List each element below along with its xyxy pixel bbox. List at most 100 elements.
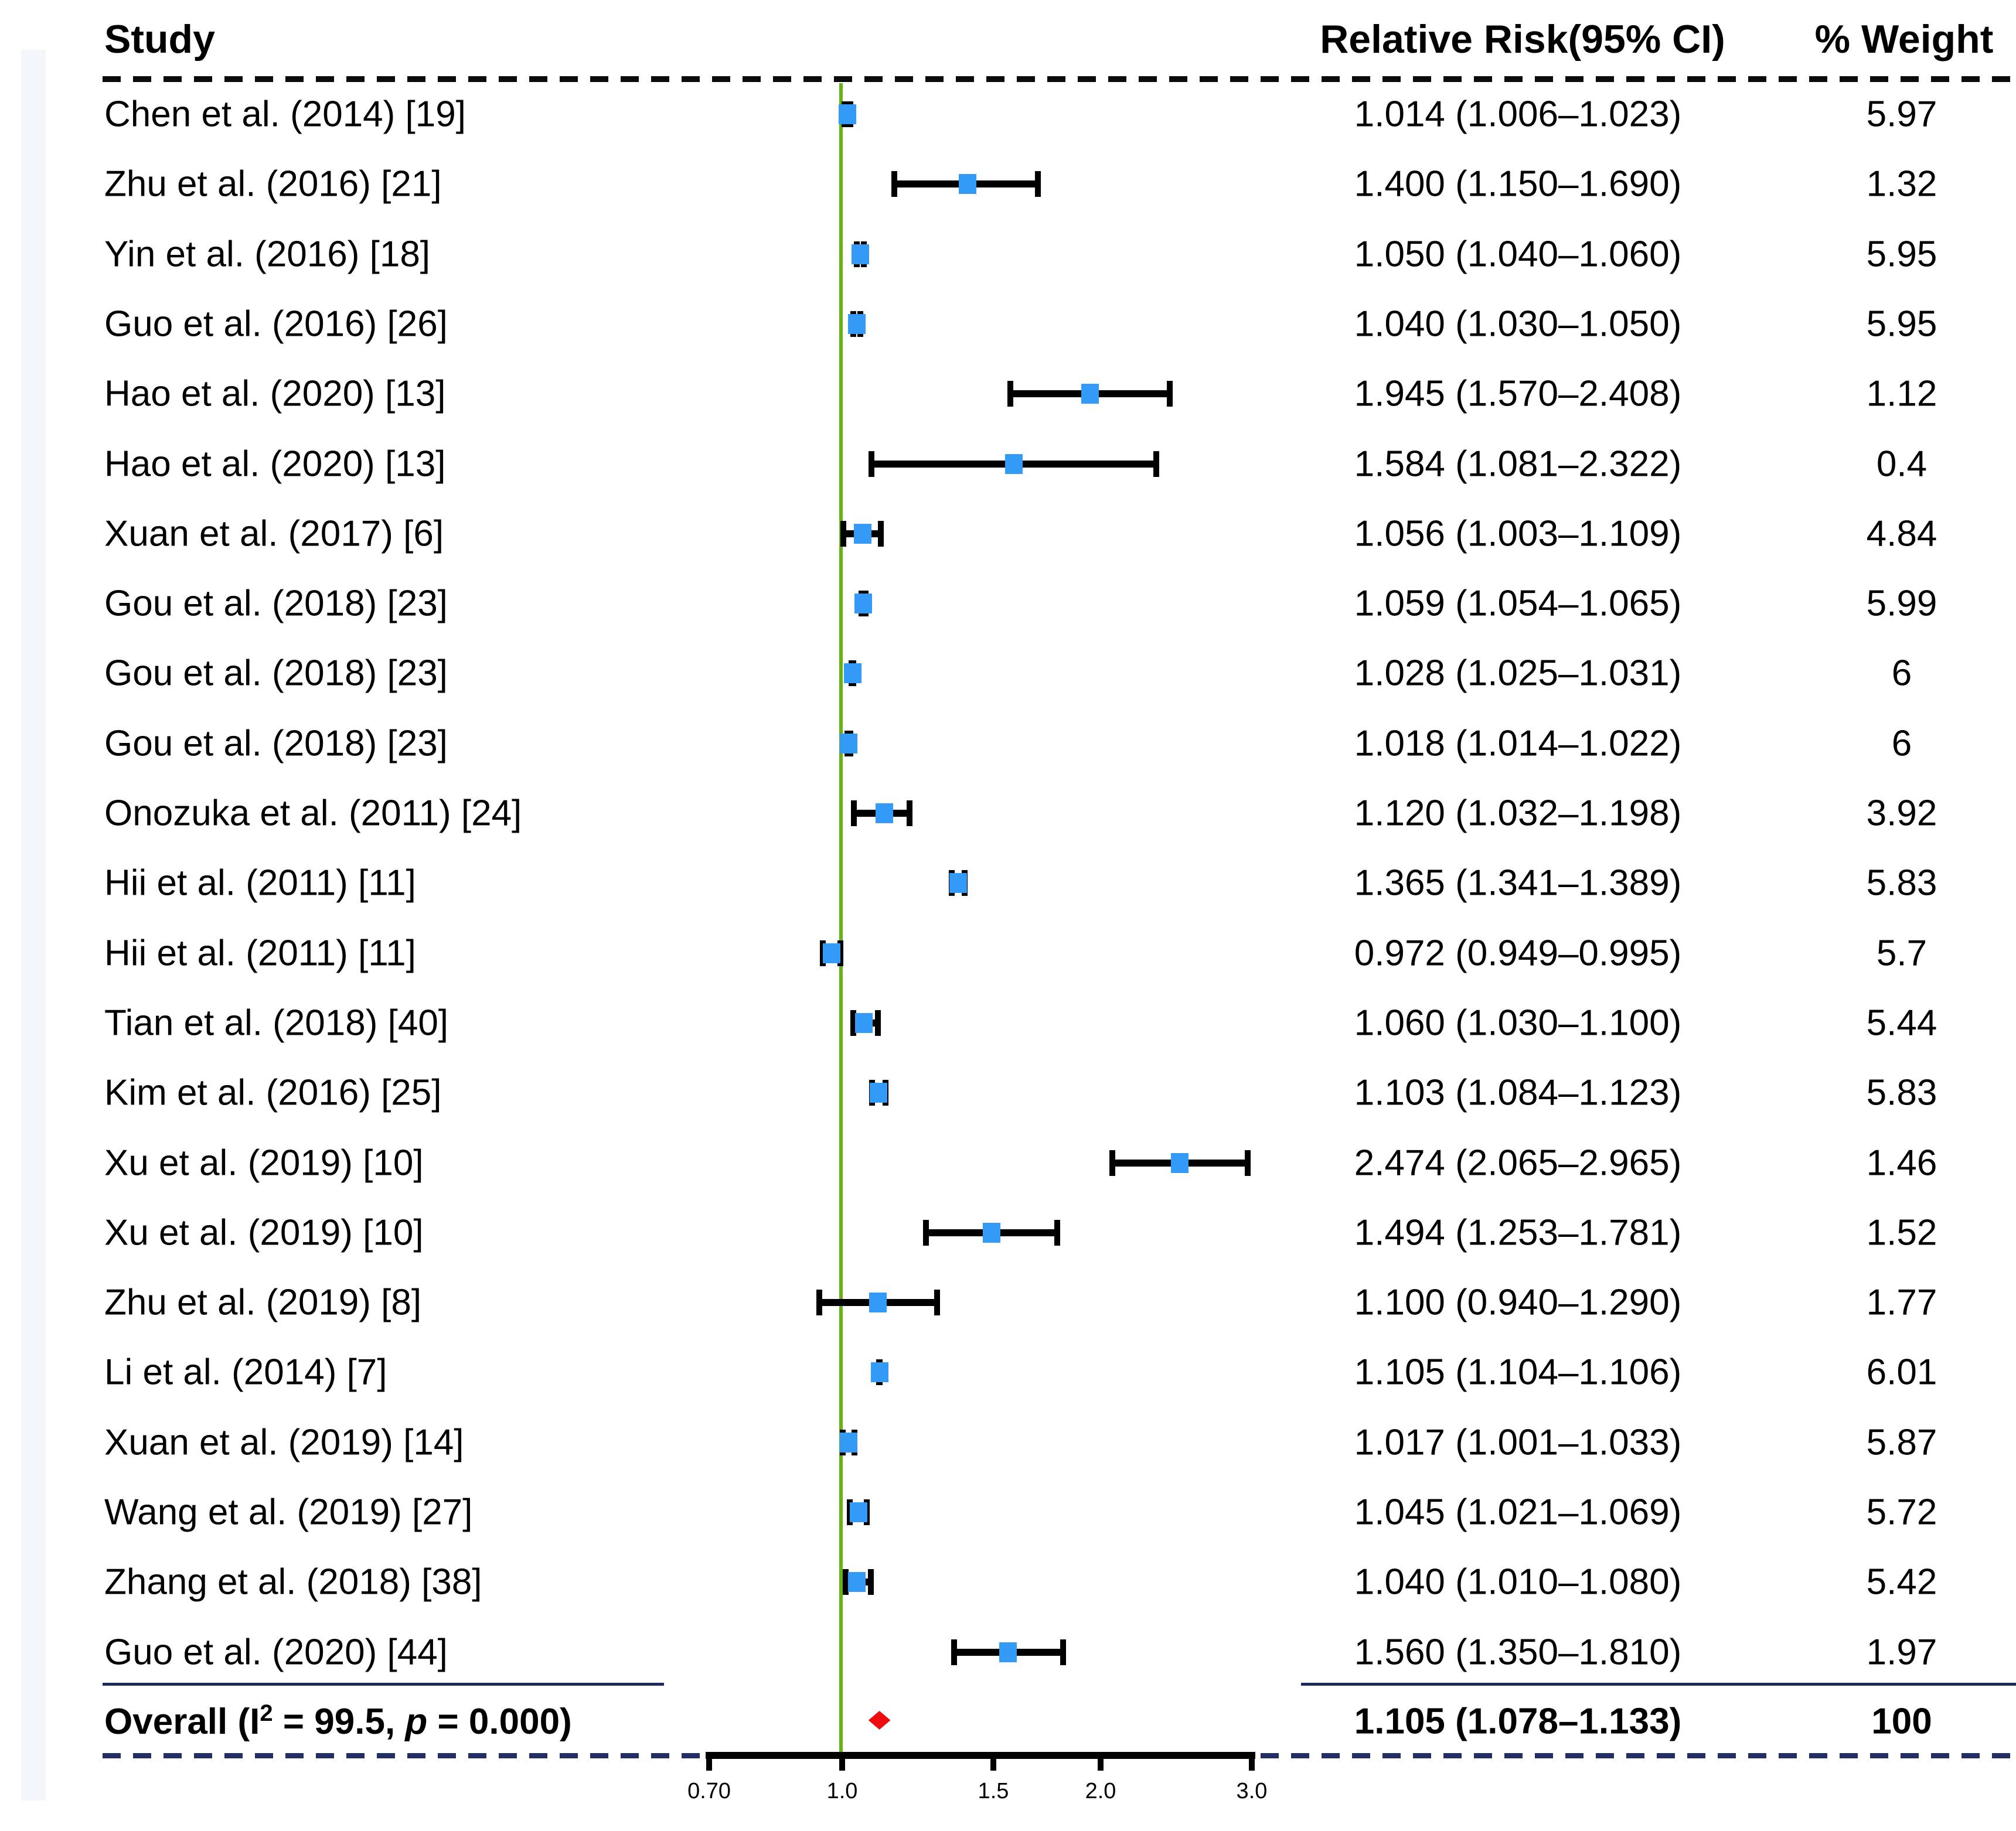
- x-axis-tick-label: 1.5: [978, 1779, 1009, 1803]
- weight-value: 6: [1891, 723, 1912, 764]
- relative-risk-value: 1.040 (1.030–1.050): [1354, 304, 1682, 345]
- relative-risk-value: 1.059 (1.054–1.065): [1354, 583, 1682, 624]
- weight-value: 5.95: [1866, 234, 1937, 275]
- weight-value: 5.87: [1866, 1422, 1937, 1463]
- reference-line: [839, 83, 843, 1753]
- weight-value: 0.4: [1876, 444, 1928, 484]
- x-axis-tick-label: 0.70: [687, 1779, 731, 1803]
- point-estimate-square: [822, 943, 840, 963]
- weight-value: 1.97: [1866, 1632, 1937, 1673]
- relative-risk-value: 1.040 (1.010–1.080): [1354, 1561, 1682, 1602]
- ci-cap-right: [867, 1569, 874, 1595]
- point-estimate-square: [959, 174, 977, 195]
- study-label: Onozuka et al. (2011) [24]: [104, 793, 522, 834]
- study-label: Yin et al. (2016) [18]: [104, 234, 431, 275]
- point-estimate-square: [869, 1293, 887, 1313]
- study-label: Hii et al. (2011) [11]: [104, 933, 416, 974]
- column-header-study: Study: [104, 17, 215, 62]
- ci-cap-left: [951, 1639, 957, 1665]
- x-axis-line: [706, 1752, 1255, 1759]
- ci-cap-left: [840, 520, 846, 547]
- ci-cap-left: [816, 1290, 822, 1316]
- weight-value: 6.01: [1866, 1352, 1937, 1393]
- ci-cap-right: [1167, 381, 1173, 407]
- ci-cap-right: [874, 1010, 881, 1036]
- point-estimate-square: [870, 1362, 888, 1383]
- weight-value: 1.77: [1866, 1282, 1937, 1323]
- x-axis-tick-mark: [839, 1754, 845, 1771]
- ci-cap-right: [1153, 451, 1159, 477]
- study-label: Xu et al. (2019) [10]: [104, 1143, 424, 1183]
- weight-value: 4.84: [1866, 513, 1937, 554]
- relative-risk-value: 0.972 (0.949–0.995): [1354, 933, 1682, 974]
- ci-cap-left: [843, 1569, 849, 1595]
- study-label: Zhang et al. (2018) [38]: [104, 1561, 482, 1602]
- overall-label: Overall (I2 = 99.5, p = 0.000): [104, 1700, 572, 1743]
- study-label: Gou et al. (2018) [23]: [104, 653, 448, 694]
- overall-weight-value: 100: [1871, 1701, 1932, 1742]
- ci-cap-right: [1060, 1639, 1067, 1665]
- relative-risk-value: 1.120 (1.032–1.198): [1354, 793, 1682, 834]
- ci-cap-right: [1034, 171, 1041, 197]
- point-estimate-square: [843, 663, 861, 684]
- ci-cap-left: [819, 940, 826, 966]
- x-axis-tick-label: 1.0: [826, 1779, 858, 1803]
- point-estimate-square: [838, 104, 856, 124]
- point-estimate-square: [949, 873, 967, 894]
- column-header-relative-risk: Relative Risk(95% CI): [1320, 17, 1725, 62]
- ci-cap-right: [934, 1290, 940, 1316]
- x-axis-tick-mark: [1248, 1754, 1255, 1771]
- weight-value: 1.32: [1866, 163, 1937, 204]
- ci-cap-left: [1109, 1150, 1116, 1176]
- point-estimate-square: [839, 1432, 857, 1452]
- relative-risk-value: 1.056 (1.003–1.109): [1354, 513, 1682, 554]
- point-estimate-square: [847, 313, 866, 334]
- x-axis-tick-mark: [990, 1754, 996, 1771]
- point-estimate-square: [983, 1222, 1001, 1243]
- point-estimate-square: [852, 244, 870, 264]
- ci-cap-left: [868, 451, 874, 477]
- point-estimate-square: [847, 1572, 866, 1593]
- point-estimate-square: [853, 523, 871, 544]
- point-estimate-square: [854, 594, 873, 614]
- relative-risk-value: 1.045 (1.021–1.069): [1354, 1492, 1682, 1533]
- study-label: Kim et al. (2016) [25]: [104, 1072, 442, 1113]
- study-label: Hao et al. (2020) [13]: [104, 373, 446, 414]
- study-label: Gou et al. (2018) [23]: [104, 723, 448, 764]
- ci-cap-right: [906, 800, 912, 826]
- study-label: Hii et al. (2011) [11]: [104, 862, 416, 903]
- relative-risk-value: 1.014 (1.006–1.023): [1354, 94, 1682, 135]
- relative-risk-value: 1.400 (1.150–1.690): [1354, 163, 1682, 204]
- weight-value: 5.83: [1866, 862, 1937, 903]
- relative-risk-value: 1.105 (1.104–1.106): [1354, 1352, 1682, 1393]
- x-axis-tick-label: 3.0: [1236, 1779, 1268, 1803]
- study-label: Xu et al. (2019) [10]: [104, 1212, 424, 1253]
- point-estimate-square: [870, 1083, 888, 1103]
- relative-risk-value: 1.103 (1.084–1.123): [1354, 1072, 1682, 1113]
- ci-cap-right: [1244, 1150, 1251, 1176]
- relative-risk-value: 1.017 (1.001–1.033): [1354, 1422, 1682, 1463]
- relative-risk-value: 1.100 (0.940–1.290): [1354, 1282, 1682, 1323]
- relative-risk-value: 1.945 (1.570–2.408): [1354, 373, 1682, 414]
- relative-risk-value: 1.494 (1.253–1.781): [1354, 1212, 1682, 1253]
- left-margin-stripe: [21, 50, 46, 1801]
- weight-value: 5.99: [1866, 583, 1937, 624]
- relative-risk-value: 1.060 (1.030–1.100): [1354, 1003, 1682, 1044]
- x-axis-tick-label: 2.0: [1085, 1779, 1116, 1803]
- x-axis-tick-mark: [706, 1754, 713, 1771]
- overall-label-mid: = 99.5,: [273, 1701, 406, 1742]
- weight-value: 5.72: [1866, 1492, 1937, 1533]
- x-axis-tick-mark: [1098, 1754, 1104, 1771]
- header-dashed-rule: [103, 76, 2016, 82]
- ci-cap-right: [1054, 1219, 1061, 1246]
- point-estimate-square: [855, 1012, 873, 1033]
- relative-risk-value: 1.018 (1.014–1.022): [1354, 723, 1682, 764]
- point-estimate-square: [1081, 384, 1099, 404]
- study-label: Xuan et al. (2017) [6]: [104, 513, 444, 554]
- weight-value: 3.92: [1866, 793, 1937, 834]
- point-estimate-square: [1171, 1153, 1189, 1173]
- relative-risk-value: 1.050 (1.040–1.060): [1354, 234, 1682, 275]
- study-label: Guo et al. (2016) [26]: [104, 304, 448, 345]
- study-label: Tian et al. (2018) [40]: [104, 1003, 449, 1044]
